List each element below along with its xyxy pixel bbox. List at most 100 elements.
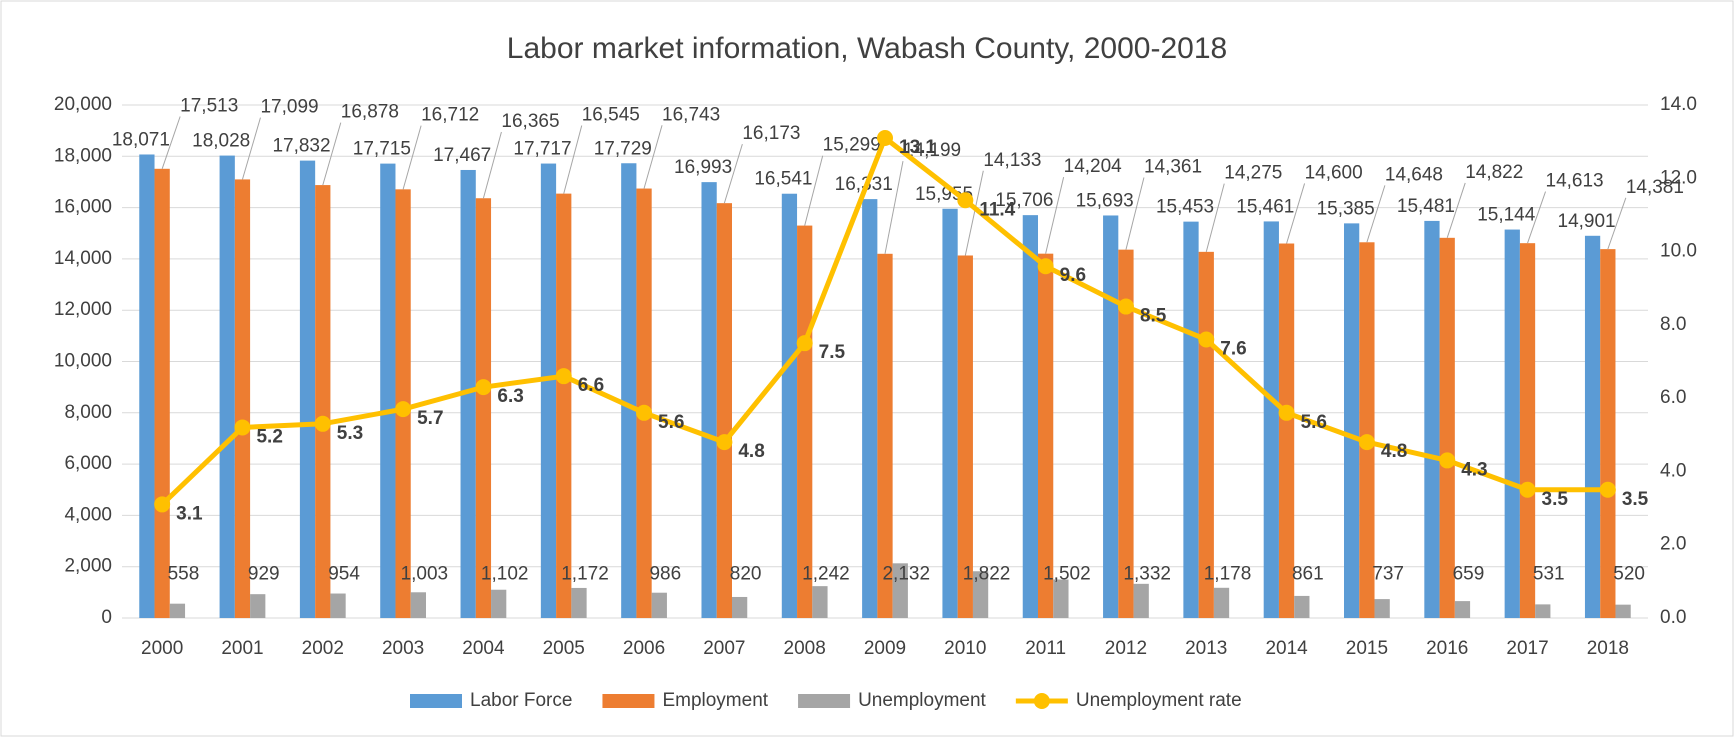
y2-tick-label: 14.0	[1660, 94, 1697, 115]
x-tick-label: 2016	[1426, 638, 1468, 659]
y2-tick-label: 0.0	[1660, 607, 1686, 628]
data-label: 5.3	[337, 423, 363, 444]
line-marker	[315, 416, 331, 432]
y2-tick-label: 4.0	[1660, 460, 1686, 481]
bar	[1183, 222, 1198, 618]
bar	[1375, 599, 1390, 618]
bar	[812, 586, 827, 618]
data-label: 15,481	[1397, 196, 1455, 217]
data-label: 14,275	[1224, 163, 1282, 184]
data-label: 16,993	[674, 157, 732, 178]
legend-label: Unemployment rate	[1076, 690, 1242, 711]
y-tick-label: 14,000	[54, 248, 112, 269]
data-label: 558	[168, 564, 200, 585]
data-label: 929	[248, 564, 280, 585]
x-tick-label: 2018	[1587, 638, 1629, 659]
data-label: 4.8	[738, 441, 764, 462]
data-label: 5.6	[658, 412, 684, 433]
bar	[1214, 588, 1229, 618]
y2-tick-label: 2.0	[1660, 534, 1686, 555]
bar	[1344, 223, 1359, 618]
x-tick-label: 2007	[703, 638, 745, 659]
bar	[1600, 249, 1615, 618]
data-label: 520	[1613, 564, 1645, 585]
bar	[1455, 601, 1470, 618]
line-marker	[1279, 405, 1295, 421]
bar	[636, 189, 651, 618]
bar	[300, 161, 315, 618]
bar	[862, 199, 877, 618]
line-marker	[1359, 434, 1375, 450]
data-label: 7.5	[819, 342, 846, 363]
bar	[1424, 221, 1439, 618]
bar	[1053, 579, 1068, 618]
data-label: 16,545	[582, 105, 640, 126]
data-label: 17,715	[353, 139, 411, 160]
bar	[1264, 221, 1279, 618]
line-marker	[1439, 452, 1455, 468]
data-label: 3.5	[1542, 489, 1569, 510]
line-marker	[716, 434, 732, 450]
bar	[1615, 605, 1630, 618]
x-tick-label: 2009	[864, 638, 906, 659]
line-marker	[1198, 332, 1214, 348]
data-label: 5.6	[1301, 412, 1327, 433]
bar	[250, 594, 265, 618]
x-tick-label: 2005	[543, 638, 585, 659]
bar	[1585, 236, 1600, 618]
data-label: 4.3	[1461, 459, 1487, 480]
data-label: 5.2	[256, 426, 282, 447]
data-label: 1,172	[561, 564, 609, 585]
data-label: 1,332	[1123, 564, 1171, 585]
data-label: 14,204	[1064, 156, 1123, 177]
bar	[732, 597, 747, 618]
data-label: 1,003	[401, 564, 449, 585]
bar	[220, 156, 235, 618]
data-label: 8.5	[1140, 306, 1167, 327]
bar	[1520, 243, 1535, 618]
line-marker	[395, 401, 411, 417]
data-label: 1,102	[481, 564, 529, 585]
line-marker	[556, 368, 572, 384]
legend-label: Unemployment	[858, 690, 986, 711]
data-label: 14,901	[1558, 211, 1616, 232]
data-label: 17,717	[513, 139, 571, 160]
y-tick-label: 0	[101, 607, 112, 628]
bar	[330, 594, 345, 618]
y2-tick-label: 6.0	[1660, 387, 1686, 408]
data-label: 15,453	[1156, 197, 1214, 218]
y-tick-label: 16,000	[54, 197, 112, 218]
y2-tick-label: 8.0	[1660, 314, 1686, 335]
y-tick-label: 4,000	[64, 504, 112, 525]
data-label: 954	[328, 564, 360, 585]
bar	[235, 179, 250, 618]
bar	[701, 182, 716, 618]
data-label: 6.3	[497, 386, 523, 407]
bar	[541, 164, 556, 618]
y-tick-label: 2,000	[64, 556, 112, 577]
y-tick-label: 20,000	[54, 94, 112, 115]
data-label: 1,242	[802, 564, 850, 585]
data-label: 14,600	[1305, 162, 1363, 183]
line-marker	[1520, 482, 1536, 498]
line-marker	[1038, 258, 1054, 274]
bar	[380, 164, 395, 618]
data-label: 3.5	[1622, 489, 1649, 510]
bar	[1535, 604, 1550, 618]
data-label: 14,361	[1144, 156, 1202, 177]
data-label: 14,648	[1385, 164, 1443, 185]
data-label: 14,133	[983, 150, 1041, 171]
bar	[1134, 584, 1149, 618]
x-tick-label: 2001	[221, 638, 263, 659]
data-label: 659	[1453, 564, 1485, 585]
line-marker	[877, 130, 893, 146]
bar	[1440, 238, 1455, 618]
data-label: 17,467	[433, 145, 491, 166]
data-label: 18,028	[192, 131, 250, 152]
line-marker	[1600, 482, 1616, 498]
legend-swatch	[410, 694, 462, 708]
y-tick-label: 8,000	[64, 402, 112, 423]
data-label: 16,878	[341, 102, 399, 123]
bar	[1103, 215, 1118, 618]
data-label: 16,365	[501, 111, 559, 132]
